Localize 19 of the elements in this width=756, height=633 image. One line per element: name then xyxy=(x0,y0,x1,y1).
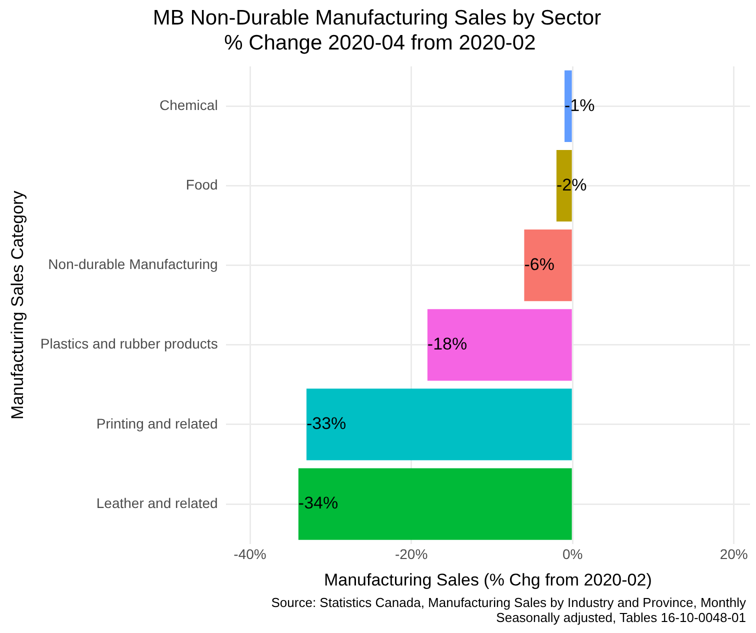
text: Seasonally adjusted, Tables 16-10-0048-01 xyxy=(495,610,746,625)
data-label: -18% xyxy=(427,334,468,354)
data-label: -6% xyxy=(524,255,554,274)
y-tick-label: Printing and related xyxy=(96,415,218,432)
data-label: -33% xyxy=(306,414,346,434)
x-axis-title: Manufacturing Sales (% Chg from 2020-02) xyxy=(324,570,652,590)
x-tick-label: -40% xyxy=(234,546,266,562)
y-tick-label: Food xyxy=(186,176,218,193)
y-tick-label: Plastics and rubber products xyxy=(40,336,218,352)
source-note: Source: Statistics Canada, Manufacturing Sales by Industry and Province, Monthly xyxy=(270,595,746,610)
y-tick-label: Leather and related xyxy=(96,494,218,511)
chart-title: MB Non-Durable Manufacturing Sales by Sector % Change 2020-04 from 2020-02 xyxy=(152,6,602,55)
x-tick-label: -20% xyxy=(394,546,428,562)
y-tick-label: Non-durable Manufacturing xyxy=(48,256,218,272)
y-tick-label: Chemical xyxy=(159,97,218,114)
x-tick-label: 20% xyxy=(720,546,748,562)
y-axis-title: Manufacturing Sales Category xyxy=(8,190,27,420)
x-tick-label: 0% xyxy=(562,546,583,562)
data-label: -34% xyxy=(298,494,338,513)
